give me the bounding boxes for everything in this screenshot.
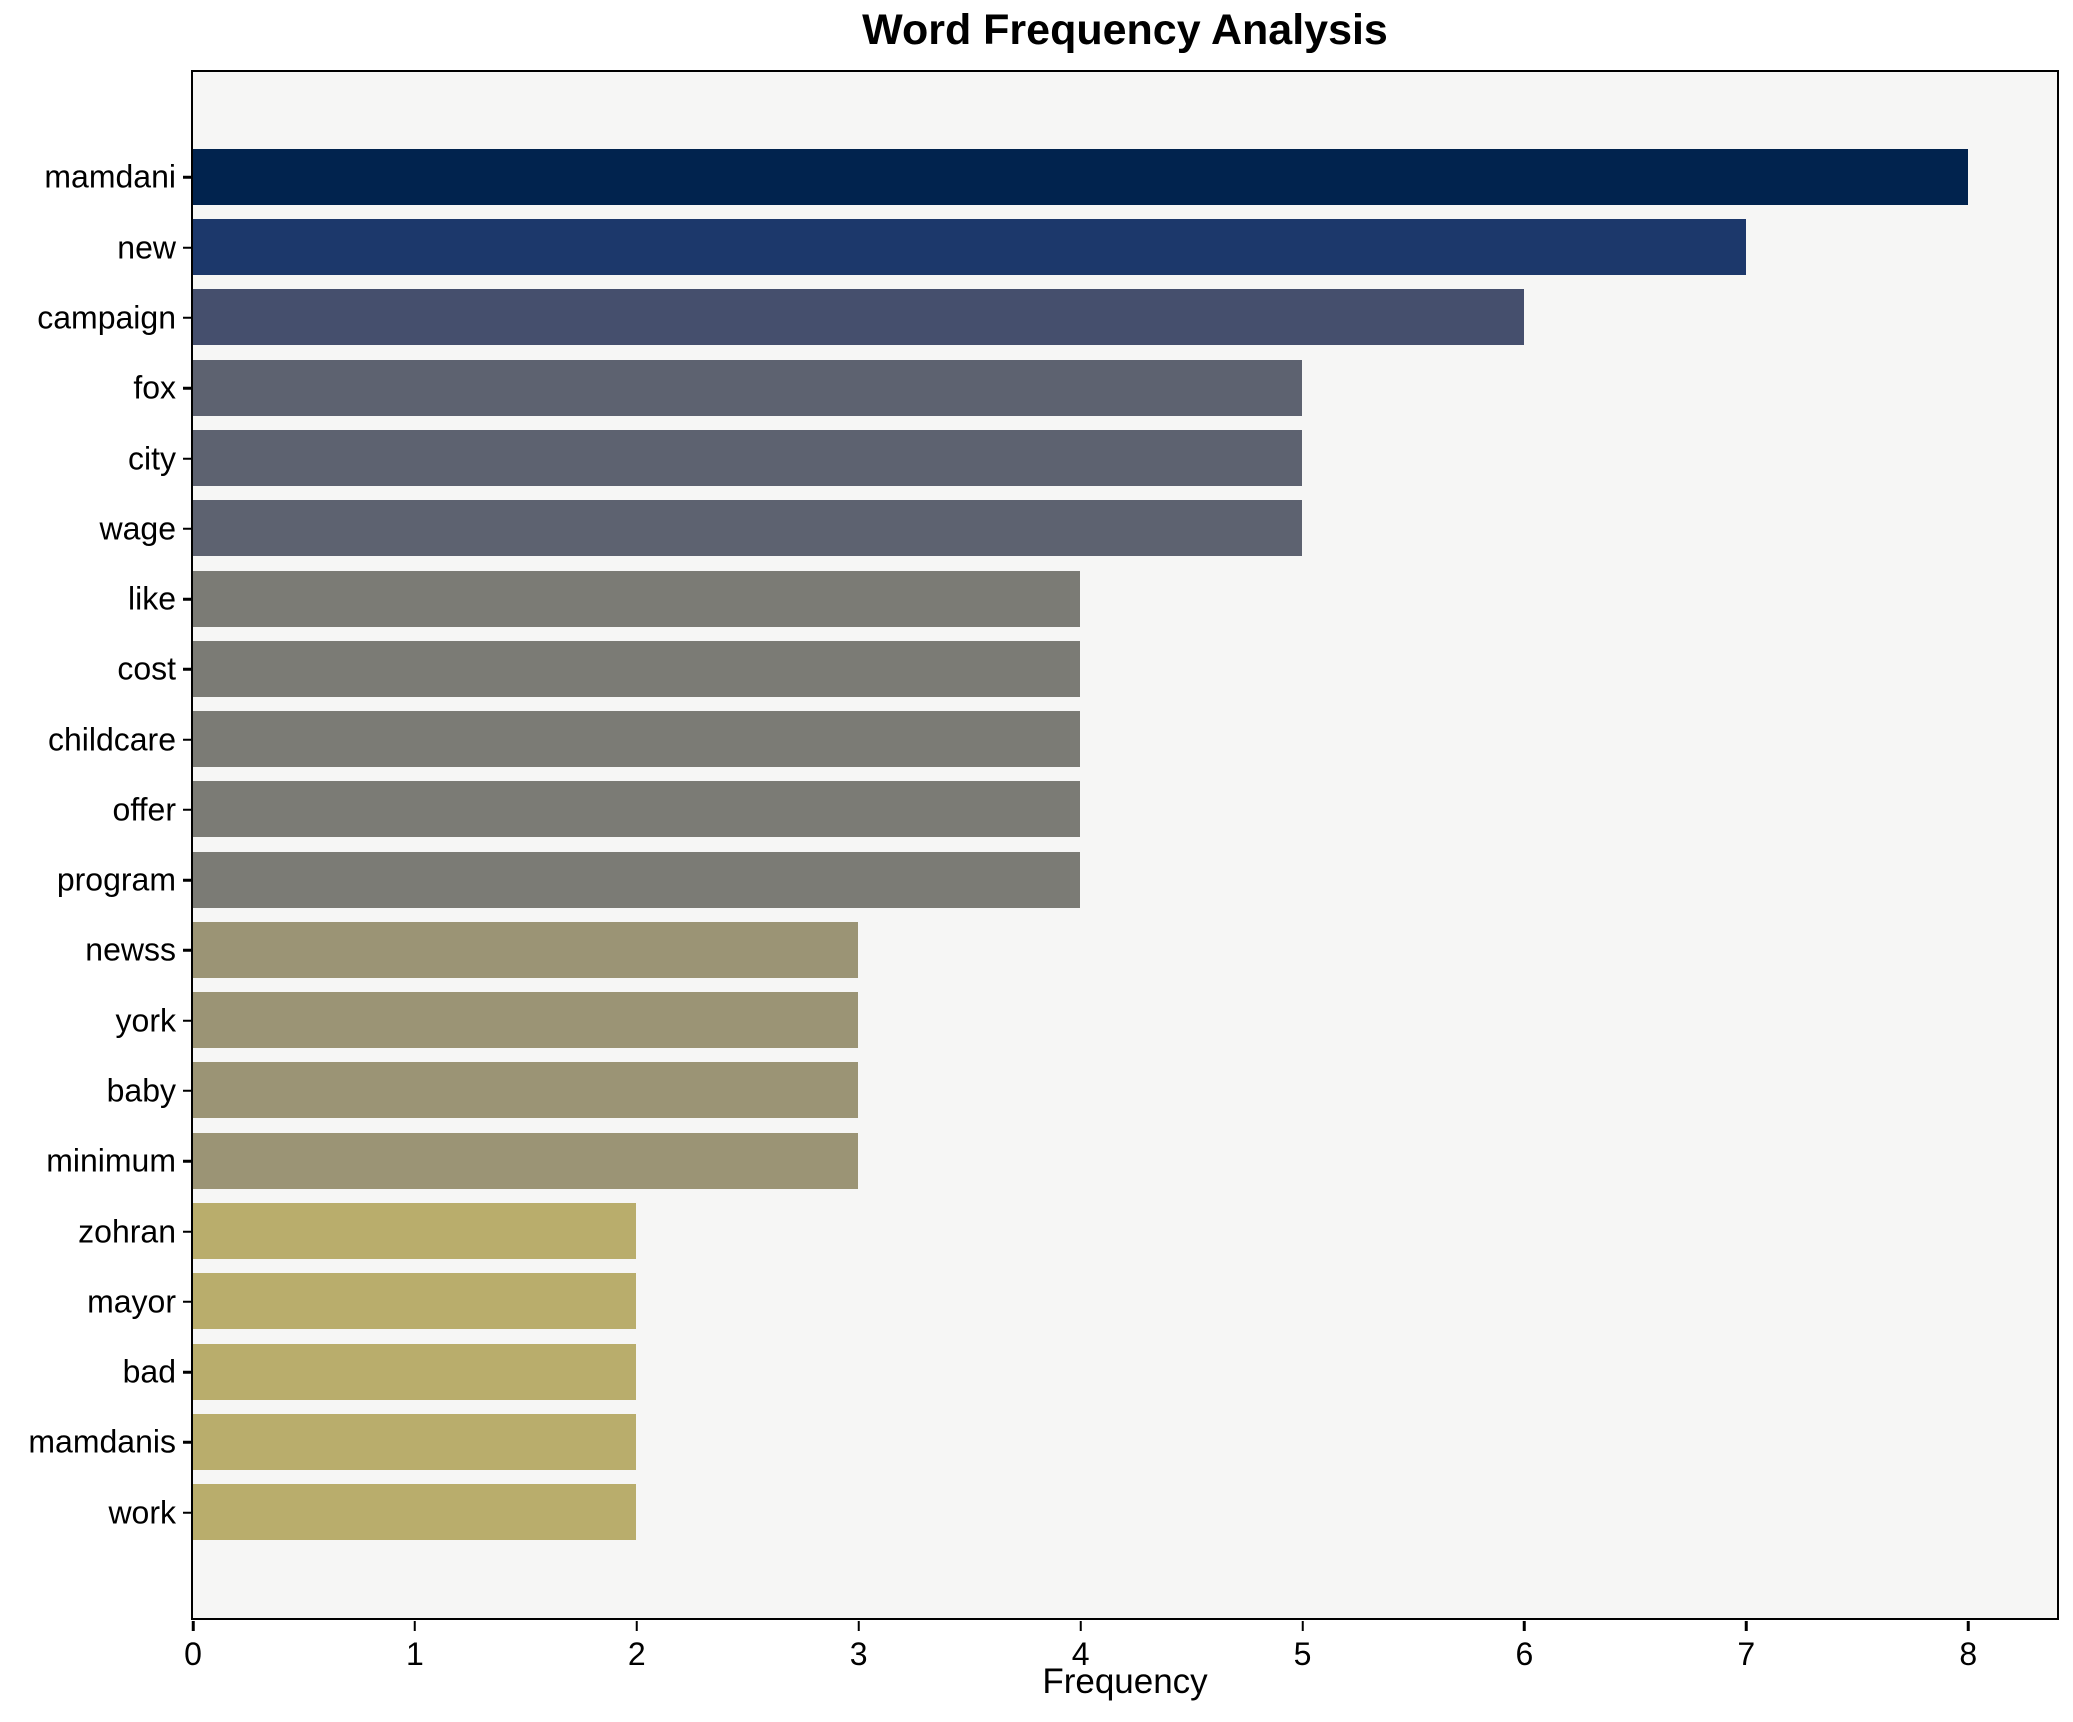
y-tick-mark xyxy=(183,1370,193,1374)
x-tick-mark xyxy=(413,1620,417,1631)
y-tick-label-offer: offer xyxy=(112,791,176,828)
x-tick-label-3: 3 xyxy=(849,1636,868,1672)
y-tick-label-zohran: zohran xyxy=(78,1213,176,1249)
x-tick-label-2: 2 xyxy=(627,1636,646,1672)
bar-like xyxy=(192,570,1081,627)
x-tick-label-0: 0 xyxy=(184,1636,202,1672)
y-tick-mark xyxy=(183,808,193,812)
bar-offer xyxy=(192,781,1081,838)
x-tick-mark xyxy=(191,1620,195,1631)
bar-york xyxy=(192,992,859,1049)
bar-campaign xyxy=(192,289,1524,346)
bar-mayor xyxy=(192,1273,637,1330)
y-tick-mark xyxy=(183,386,193,390)
y-tick-label-new: new xyxy=(117,229,176,266)
bar-work xyxy=(192,1484,637,1541)
y-tick-mark xyxy=(183,176,193,179)
x-tick-mark xyxy=(1523,1620,1526,1631)
x-tick-mark xyxy=(857,1620,860,1631)
y-tick-mark xyxy=(183,1089,193,1093)
y-tick-label-city: city xyxy=(128,440,176,476)
x-tick-mark xyxy=(1966,1620,1970,1631)
bar-mamdani xyxy=(192,148,1968,205)
y-tick-mark xyxy=(183,1019,193,1022)
y-tick-mark xyxy=(183,527,193,531)
y-tick-label-wage: wage xyxy=(99,510,177,547)
bar-bad xyxy=(192,1343,637,1400)
y-tick-label-campaign: campaign xyxy=(37,299,176,336)
y-tick-label-newss: newss xyxy=(85,931,176,968)
bar-zohran xyxy=(192,1203,637,1259)
y-tick-label-work: work xyxy=(108,1494,176,1531)
y-tick-label-fox: fox xyxy=(133,369,176,406)
bar-wage xyxy=(192,500,1303,557)
y-tick-label-mayor: mayor xyxy=(87,1283,176,1320)
y-tick-mark xyxy=(183,1511,193,1514)
y-tick-mark xyxy=(183,1159,193,1163)
bar-mamdanis xyxy=(192,1413,637,1470)
y-tick-label-baby: baby xyxy=(106,1072,176,1109)
x-tick-label-5: 5 xyxy=(1293,1636,1312,1672)
bar-baby xyxy=(192,1062,859,1119)
x-axis-label: Frequency xyxy=(1042,1662,1208,1701)
x-tick-label-4: 4 xyxy=(1071,1636,1090,1672)
y-tick-mark xyxy=(183,246,193,249)
y-tick-mark xyxy=(183,1441,193,1444)
x-tick-label-1: 1 xyxy=(405,1636,424,1672)
bar-childcare xyxy=(192,711,1081,768)
x-tick-label-6: 6 xyxy=(1515,1636,1534,1672)
y-tick-mark xyxy=(183,597,193,601)
y-tick-label-minimum: minimum xyxy=(46,1142,176,1179)
y-tick-mark xyxy=(183,878,193,882)
y-tick-mark xyxy=(183,738,193,741)
y-tick-label-program: program xyxy=(56,861,176,898)
y-tick-mark xyxy=(183,316,193,320)
bar-new xyxy=(192,219,1746,276)
y-tick-label-york: york xyxy=(115,1002,176,1039)
x-tick-mark xyxy=(1079,1620,1082,1631)
x-tick-mark xyxy=(1745,1620,1748,1631)
bar-city xyxy=(192,430,1303,486)
plot-area xyxy=(190,69,2059,1620)
bar-cost xyxy=(192,640,1081,697)
y-tick-label-childcare: childcare xyxy=(47,721,176,758)
bar-newss xyxy=(192,921,859,978)
x-tick-mark xyxy=(635,1620,639,1631)
y-tick-label-cost: cost xyxy=(117,650,176,687)
y-tick-mark xyxy=(183,1230,193,1233)
bar-minimum xyxy=(192,1132,859,1189)
x-tick-label-8: 8 xyxy=(1959,1636,1978,1672)
x-tick-label-7: 7 xyxy=(1737,1636,1756,1672)
y-tick-label-mamdanis: mamdanis xyxy=(28,1423,176,1460)
bar-program xyxy=(192,851,1081,908)
y-tick-mark xyxy=(183,949,193,952)
y-tick-mark xyxy=(183,1300,193,1304)
y-tick-label-mamdani: mamdani xyxy=(44,158,176,195)
y-tick-label-like: like xyxy=(127,580,176,617)
y-tick-mark xyxy=(183,457,193,460)
chart-title: Word Frequency Analysis xyxy=(862,6,1388,54)
x-tick-mark xyxy=(1301,1620,1304,1631)
y-tick-mark xyxy=(183,668,193,671)
bar-fox xyxy=(192,359,1303,416)
y-tick-label-bad: bad xyxy=(122,1353,176,1390)
